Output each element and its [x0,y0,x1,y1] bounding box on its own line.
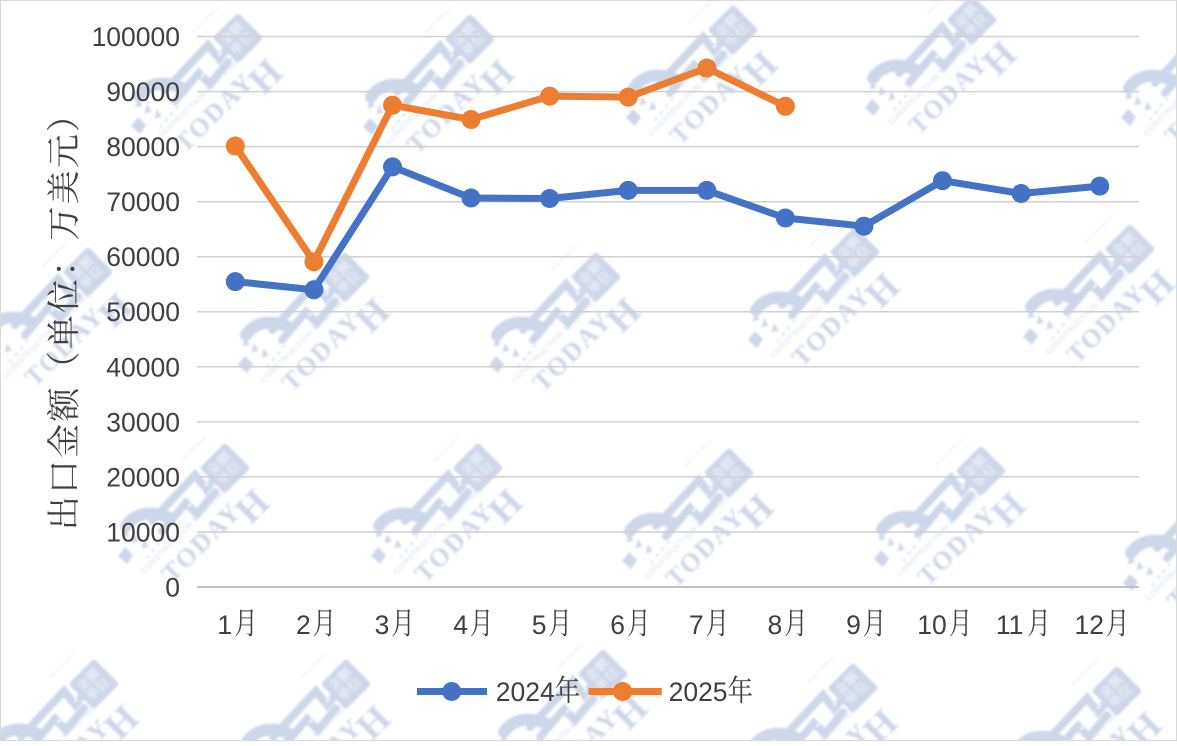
svg-text:80000: 80000 [106,132,180,162]
svg-text:90000: 90000 [106,77,180,107]
svg-text:2024: 2024 [496,677,555,707]
svg-text:1: 1 [217,610,232,640]
svg-text:4: 4 [453,610,468,640]
svg-text:12: 12 [1075,610,1104,640]
svg-text:100000: 100000 [92,22,180,52]
svg-text:9: 9 [846,610,861,640]
svg-text:10000: 10000 [106,518,180,548]
svg-text:2: 2 [296,610,311,640]
svg-text:11: 11 [996,610,1024,640]
svg-text:30000: 30000 [106,407,180,437]
svg-text:20000: 20000 [106,462,180,492]
svg-text:40000: 40000 [106,352,180,382]
svg-text:7: 7 [689,610,704,640]
svg-text:0: 0 [165,573,180,603]
svg-text:2025: 2025 [669,677,728,707]
svg-text:10: 10 [917,610,946,640]
svg-text:5: 5 [532,610,547,640]
svg-text:3: 3 [375,610,390,640]
svg-text:6: 6 [610,610,625,640]
svg-text:70000: 70000 [106,187,180,217]
svg-text:50000: 50000 [106,297,180,327]
svg-text:60000: 60000 [106,242,180,272]
svg-text:8: 8 [768,610,783,640]
